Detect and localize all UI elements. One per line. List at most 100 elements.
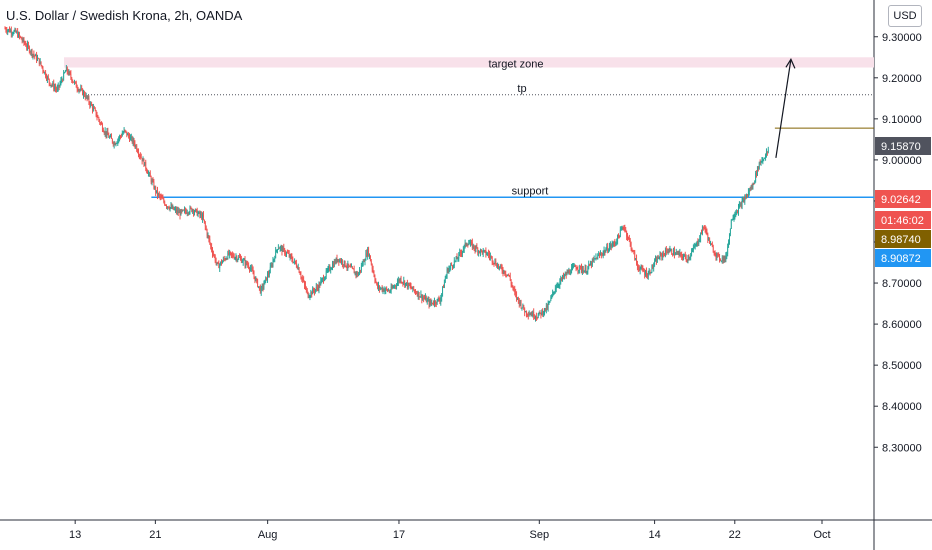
candle-body bbox=[513, 288, 515, 290]
candle-body bbox=[399, 278, 401, 282]
candle-body bbox=[414, 289, 416, 291]
candle-body bbox=[164, 201, 166, 205]
candle-body bbox=[535, 316, 536, 318]
candle-body bbox=[500, 265, 502, 268]
candle-body bbox=[409, 285, 411, 287]
candle-body bbox=[68, 71, 70, 75]
candle-body bbox=[194, 209, 196, 212]
candle-body bbox=[103, 131, 105, 134]
candle-body bbox=[347, 263, 349, 268]
candle-body bbox=[24, 42, 26, 44]
candle-body bbox=[387, 289, 388, 291]
candle-body bbox=[45, 71, 46, 77]
candle-body bbox=[657, 257, 659, 259]
candle-body bbox=[547, 304, 549, 309]
candle-body bbox=[499, 265, 501, 267]
currency-button[interactable]: USD bbox=[888, 5, 922, 27]
candle-body bbox=[766, 151, 767, 155]
candle-body bbox=[139, 154, 140, 156]
candle-body bbox=[391, 287, 393, 289]
candle-body bbox=[302, 278, 304, 281]
candle-body bbox=[681, 253, 683, 257]
candle-body bbox=[689, 256, 691, 259]
x-tick-label: 22 bbox=[729, 529, 741, 541]
y-tick-label: 8.60000 bbox=[882, 319, 922, 331]
candle-body bbox=[112, 142, 114, 145]
candle-body bbox=[583, 270, 585, 273]
candle-body bbox=[298, 267, 300, 273]
candle-body bbox=[433, 303, 434, 305]
candle-body bbox=[520, 301, 522, 308]
candle-body bbox=[270, 265, 272, 267]
candle-body bbox=[244, 259, 246, 266]
candle-body bbox=[572, 266, 573, 268]
price-badge bbox=[875, 249, 931, 267]
candle-body bbox=[11, 33, 13, 35]
candle-body bbox=[398, 279, 400, 282]
candle-body bbox=[506, 274, 508, 276]
candle-body bbox=[646, 271, 647, 277]
candle-body bbox=[437, 298, 439, 300]
candle-body bbox=[173, 206, 175, 210]
candle-body bbox=[465, 242, 467, 246]
candle-body bbox=[284, 248, 286, 254]
candle-body bbox=[514, 289, 516, 293]
candle-body bbox=[379, 288, 381, 290]
candle-body bbox=[37, 58, 38, 61]
candle-body bbox=[36, 54, 37, 61]
candle-body bbox=[692, 247, 694, 250]
candle-body bbox=[730, 220, 732, 229]
candle-body bbox=[563, 275, 565, 278]
candle-body bbox=[33, 54, 35, 56]
candle-body bbox=[344, 260, 346, 267]
candle-body bbox=[249, 267, 250, 270]
candle-body bbox=[429, 301, 431, 305]
candle-body bbox=[428, 299, 430, 305]
candle-body bbox=[78, 89, 80, 91]
candle-body bbox=[322, 278, 323, 280]
candle-body bbox=[190, 207, 192, 209]
candle-body bbox=[480, 249, 482, 251]
candle-body bbox=[60, 80, 62, 84]
candle-body bbox=[649, 271, 651, 274]
candle-body bbox=[754, 180, 756, 184]
y-tick-label: 8.30000 bbox=[882, 442, 922, 454]
candle-body bbox=[9, 29, 10, 32]
candle-body bbox=[585, 268, 587, 273]
candle-body bbox=[269, 266, 271, 274]
candle-body bbox=[25, 43, 27, 47]
candle-body bbox=[362, 260, 364, 266]
candle-body bbox=[408, 283, 410, 286]
candle-body bbox=[462, 249, 464, 252]
candle-body bbox=[733, 217, 735, 219]
candle-body bbox=[642, 268, 644, 271]
candle-body bbox=[379, 285, 380, 289]
candle-body bbox=[663, 253, 665, 255]
candle-body bbox=[707, 234, 709, 240]
candle-body bbox=[85, 95, 87, 98]
candle-body bbox=[272, 260, 274, 266]
candle-body bbox=[182, 209, 184, 211]
candle-body bbox=[93, 107, 94, 110]
candle-body bbox=[407, 283, 409, 288]
candle-body bbox=[453, 260, 455, 266]
price-badge bbox=[875, 211, 931, 229]
candle-body bbox=[323, 278, 324, 281]
candle-body bbox=[643, 270, 645, 272]
candle-body bbox=[169, 207, 171, 210]
candle-body bbox=[540, 312, 542, 315]
candle-body bbox=[307, 292, 309, 298]
candle-body bbox=[638, 269, 640, 271]
candle-body bbox=[209, 238, 211, 244]
candle-body bbox=[607, 246, 609, 252]
candle-body bbox=[215, 261, 217, 263]
candle-body bbox=[191, 208, 193, 212]
candle-body bbox=[423, 297, 425, 299]
candle-body bbox=[619, 229, 621, 237]
candle-body bbox=[179, 211, 181, 216]
candle-body bbox=[207, 235, 209, 237]
candle-body bbox=[267, 274, 268, 281]
candle-body bbox=[257, 279, 259, 287]
candle-body bbox=[743, 199, 745, 202]
